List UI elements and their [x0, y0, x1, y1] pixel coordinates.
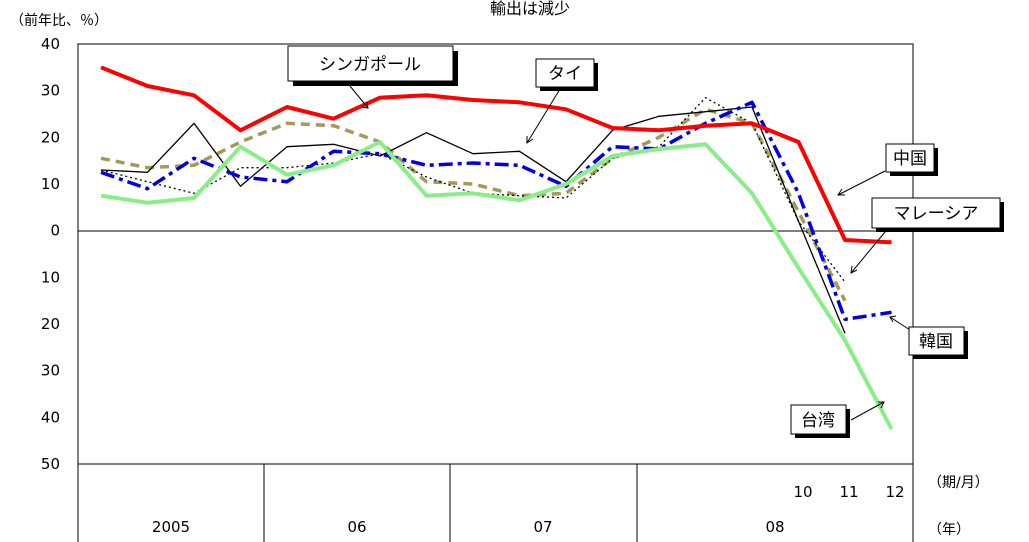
korea-label-text: 韓国	[919, 332, 953, 352]
month-label-12: 12	[885, 483, 904, 501]
y-tick-label: 10	[41, 175, 60, 193]
year-label-07: 07	[533, 518, 552, 536]
singapore-arrowhead	[361, 101, 369, 109]
year-label-08: 08	[765, 518, 784, 536]
thai-label-text: タイ	[548, 64, 582, 84]
callout-arrows	[349, 85, 911, 421]
year-label-2005: 2005	[152, 518, 190, 536]
y-axis-label: （前年比、％）	[10, 12, 108, 29]
china-label-text: 中国	[893, 149, 927, 169]
y-tick-label: 30	[41, 362, 60, 380]
series-line-シンガポール	[100, 107, 847, 302]
series-line-韓国	[100, 100, 892, 322]
singapore-arrow	[349, 85, 369, 109]
y-tick-labels: 40 30 20 10 0 10 20 30 40 50	[41, 35, 60, 473]
label-singapore: シンガポール	[287, 45, 458, 86]
x-axis-period-label: （期/月）	[928, 475, 989, 491]
month-label-10: 10	[793, 483, 812, 501]
x-axis-year-label: （年）	[928, 522, 970, 538]
malaysia-label-text: マレーシア	[894, 204, 979, 224]
y-tick-label: 50	[41, 455, 60, 473]
thai-arrowhead	[526, 136, 534, 144]
label-korea: 韓国	[908, 326, 968, 359]
y-tick-label: 20	[41, 128, 60, 146]
label-china: 中国	[885, 143, 938, 176]
malaysia-arrowhead	[850, 265, 858, 274]
series-line-台湾	[100, 140, 894, 430]
series-layer	[100, 65, 894, 430]
y-tick-label: 30	[41, 82, 60, 100]
series-line-タイ	[100, 106, 846, 334]
y-tick-label: 40	[41, 35, 60, 53]
taiwan-arrow	[850, 401, 885, 421]
chart-title: 輸出は減少	[490, 0, 570, 18]
y-tick-label: 10	[41, 268, 60, 286]
thai-arrow	[526, 88, 561, 144]
y-tick-label: 20	[41, 315, 60, 333]
label-malaysia: マレーシア	[871, 197, 1004, 232]
china-arrowhead	[837, 188, 845, 196]
taiwan-arrowhead	[878, 401, 885, 409]
label-taiwan: 台湾	[790, 404, 850, 438]
taiwan-label-text: 台湾	[801, 411, 835, 431]
malaysia-arrow	[850, 231, 886, 274]
korea-arrowhead	[889, 315, 897, 323]
month-label-11: 11	[839, 483, 858, 501]
label-thai: タイ	[535, 58, 598, 91]
y-tick-label: 0	[50, 222, 60, 240]
singapore-label-text: シンガポール	[319, 55, 421, 75]
korea-arrow	[889, 316, 911, 331]
plot-frame	[77, 43, 914, 465]
year-label-06: 06	[347, 518, 366, 536]
series-line-中国	[100, 65, 892, 245]
y-tick-label: 40	[41, 408, 60, 426]
china-arrow	[837, 170, 886, 196]
